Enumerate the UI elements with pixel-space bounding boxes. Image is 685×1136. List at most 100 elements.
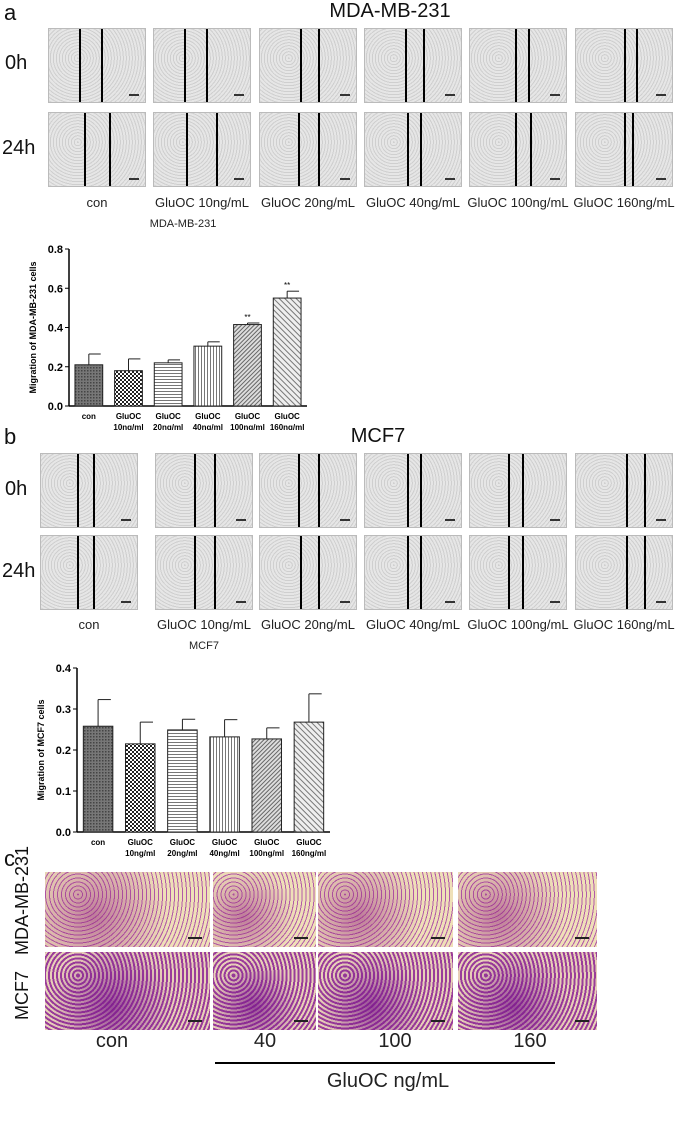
panel-a-title: MDA-MB-231	[329, 0, 451, 22]
scratch-edge-line	[626, 454, 628, 527]
significance-mark: **	[244, 313, 250, 322]
row-label-0h: 0h	[5, 52, 28, 74]
microscope-image	[364, 535, 462, 610]
row-label-mda: MDA-MB-231	[12, 845, 32, 955]
x-tick-label: GluOC	[212, 838, 238, 847]
column-label: GluOC 40ng/mL	[366, 617, 460, 632]
scratch-edge-line	[318, 536, 320, 609]
scratch-edge-line	[522, 536, 524, 609]
bar	[193, 345, 223, 407]
x-tick-label: con	[91, 838, 105, 847]
y-tick-label: 0.8	[48, 244, 63, 256]
bar	[251, 738, 283, 833]
scale-bar	[656, 178, 666, 180]
x-axis-label-c: GluOC ng/mL	[326, 1070, 450, 1092]
scale-bar	[340, 601, 350, 603]
scratch-edge-line	[184, 29, 186, 102]
scratch-edge-line	[624, 113, 626, 186]
column-label: GluOC 10ng/mL	[157, 617, 251, 632]
scale-bar	[188, 937, 202, 939]
scratch-edge-line	[508, 454, 510, 527]
scratch-edge-line	[624, 29, 626, 102]
microscope-image	[259, 112, 357, 187]
microscope-image	[48, 28, 146, 103]
microscope-image	[364, 112, 462, 187]
y-axis-title: Migration of MCF7 cells	[36, 699, 46, 800]
scratch-edge-line	[300, 536, 302, 609]
x-tick-label: 10ng/ml	[125, 849, 155, 858]
scale-bar	[340, 94, 350, 96]
stained-cell-image	[318, 872, 453, 947]
microscope-image	[469, 28, 567, 103]
scale-bar	[234, 94, 244, 96]
stained-cell-image	[458, 952, 597, 1030]
scale-bar	[236, 519, 246, 521]
microscope-image	[575, 453, 673, 528]
x-tick-label: GluOC	[170, 838, 196, 847]
scale-bar	[575, 1020, 589, 1022]
bar	[272, 297, 302, 407]
column-label: con	[86, 195, 108, 210]
panel-b-letter: b	[4, 424, 17, 449]
x-tick-label: 40ng/ml	[193, 423, 223, 430]
scratch-edge-line	[214, 454, 216, 527]
scratch-edge-line	[508, 536, 510, 609]
bar	[124, 743, 156, 833]
x-tick-label: 40ng/ml	[209, 849, 239, 858]
x-tick-label: 160ng/ml	[270, 423, 305, 430]
microscope-image	[48, 112, 146, 187]
microscope-image	[155, 535, 253, 610]
stained-cell-image	[213, 872, 316, 947]
x-tick-label: 20ng/ml	[167, 849, 197, 858]
y-tick-label: 0.4	[48, 323, 64, 335]
scratch-edge-line	[626, 536, 628, 609]
scratch-edge-line	[77, 454, 79, 527]
scale-bar	[445, 519, 455, 521]
microscope-image	[575, 535, 673, 610]
scratch-edge-line	[298, 454, 300, 527]
scratch-edge-line	[93, 454, 95, 527]
scratch-edge-line	[206, 29, 208, 102]
scratch-edge-line	[84, 113, 86, 186]
scratch-edge-line	[407, 536, 409, 609]
scratch-edge-line	[318, 454, 320, 527]
microscope-image	[153, 28, 251, 103]
col-label-con: con	[95, 1030, 129, 1052]
scratch-edge-line	[101, 29, 103, 102]
microscope-image	[469, 453, 567, 528]
scale-bar	[575, 937, 589, 939]
microscope-image	[40, 535, 138, 610]
x-tick-label: GluOC	[195, 412, 221, 421]
bar	[153, 362, 183, 407]
bar	[74, 364, 104, 407]
scale-bar	[550, 94, 560, 96]
scratch-edge-line	[318, 29, 320, 102]
microscope-image	[364, 453, 462, 528]
col-label-100: 100	[378, 1030, 412, 1052]
scratch-edge-line	[420, 536, 422, 609]
scale-bar	[121, 519, 131, 521]
column-label: con	[78, 617, 100, 632]
y-tick-label: 0.3	[56, 704, 71, 716]
scale-bar	[656, 94, 666, 96]
scratch-edge-line	[194, 454, 196, 527]
x-tick-label: GluOC	[155, 412, 181, 421]
scratch-edge-line	[405, 29, 407, 102]
y-tick-label: 0.1	[56, 786, 71, 798]
bar	[233, 324, 262, 407]
scale-bar	[445, 601, 455, 603]
bar	[209, 736, 240, 833]
scale-bar	[340, 178, 350, 180]
scale-bar	[234, 178, 244, 180]
column-label: GluOC 40ng/mL	[366, 195, 460, 210]
microscope-image	[469, 112, 567, 187]
scale-bar	[550, 601, 560, 603]
scale-bar	[129, 178, 139, 180]
scale-bar	[340, 519, 350, 521]
y-axis-title: Migration of MDA-MB-231 cells	[28, 261, 38, 393]
scratch-edge-line	[318, 113, 320, 186]
column-label: GluOC 160ng/mL	[573, 195, 675, 210]
bar	[167, 729, 198, 833]
bar	[114, 370, 143, 407]
x-tick-label: GluOC	[235, 412, 261, 421]
